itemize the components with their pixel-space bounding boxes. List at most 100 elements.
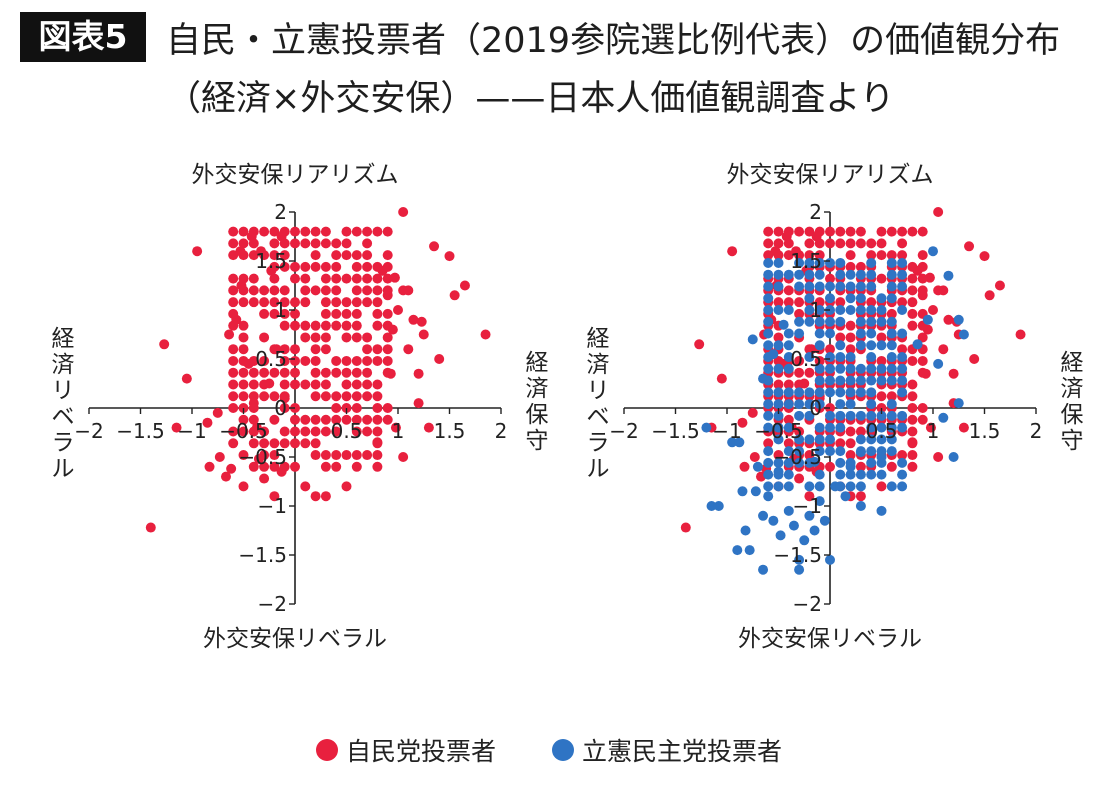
data-point-cdp — [922, 314, 933, 325]
data-point-ldp — [300, 297, 311, 308]
data-point-ldp — [382, 308, 393, 319]
charts-area: −2 −1.5 −1 −0.5 0.5 1 1.5 2−2−1.5−1−0.500.511.5… — [52, 162, 1084, 652]
data-point-cdp — [825, 446, 835, 457]
data-point-cdp — [727, 437, 738, 448]
data-point-ldp — [351, 355, 362, 366]
data-point-ldp — [279, 461, 290, 472]
data-point-ldp — [331, 297, 342, 308]
data-point-cdp — [845, 399, 856, 410]
data-point-cdp — [763, 375, 774, 386]
y-tick-label: 0.5 — [255, 347, 287, 371]
data-point-cdp — [804, 352, 815, 363]
data-point-ldp — [238, 320, 249, 331]
data-point-ldp — [783, 238, 794, 249]
data-point-cdp — [835, 457, 846, 468]
data-point-cdp — [953, 314, 964, 325]
x-tick-label: −1 — [177, 419, 206, 443]
y-tick-label: −1 — [258, 494, 287, 518]
x-tick-label: 2 — [1030, 419, 1043, 443]
data-point-ldp — [372, 285, 383, 296]
data-point-ldp — [310, 491, 321, 502]
data-point-ldp — [300, 332, 311, 343]
data-point-cdp — [825, 387, 835, 398]
legend-label-ldp: 自民党投票者 — [346, 737, 497, 766]
data-point-ldp — [398, 452, 409, 462]
data-point-cdp — [763, 399, 774, 410]
y-tick-label: 0 — [274, 396, 287, 420]
data-point-ldp — [259, 438, 270, 449]
data-point-cdp — [928, 246, 938, 257]
data-point-cdp — [763, 481, 774, 492]
data-point-ldp — [310, 250, 321, 261]
data-point-ldp — [382, 332, 393, 343]
data-point-ldp — [907, 320, 918, 331]
data-point-ldp — [835, 226, 846, 237]
data-point-ldp — [269, 238, 280, 249]
data-point-ldp — [331, 403, 342, 413]
data-point-ldp — [773, 250, 784, 261]
data-point-ldp — [259, 473, 270, 484]
data-point-ldp — [159, 339, 170, 350]
axis-label-bottom: 外交安保リベラル — [738, 626, 922, 652]
data-point-ldp — [814, 297, 825, 308]
data-point-ldp — [459, 280, 470, 291]
data-point-ldp — [362, 379, 373, 390]
data-point-ldp — [372, 308, 383, 319]
data-point-ldp — [259, 379, 270, 390]
data-point-cdp — [814, 434, 825, 445]
data-point-ldp — [310, 438, 321, 449]
data-point-ldp — [320, 238, 331, 249]
data-point-cdp — [814, 363, 825, 374]
data-point-cdp — [825, 434, 835, 445]
data-point-ldp — [907, 285, 918, 296]
data-point-ldp — [897, 238, 908, 249]
data-point-ldp — [783, 438, 794, 449]
x-tick-label: 0.5 — [331, 419, 363, 443]
data-point-cdp — [773, 399, 784, 410]
data-point-ldp — [290, 273, 300, 284]
data-point-cdp — [835, 281, 846, 292]
data-point-cdp — [783, 422, 794, 433]
data-point-ldp — [248, 367, 259, 378]
data-point-ldp — [773, 226, 784, 237]
data-point-ldp — [897, 344, 908, 355]
data-point-cdp — [794, 434, 805, 445]
data-point-ldp — [204, 461, 215, 472]
data-point-cdp — [845, 375, 856, 386]
data-point-ldp — [794, 355, 805, 366]
data-point-cdp — [773, 305, 784, 315]
data-point-ldp — [449, 290, 460, 301]
data-point-cdp — [804, 293, 815, 304]
data-point-cdp — [763, 293, 774, 304]
data-point-cdp — [773, 422, 784, 433]
data-point-ldp — [876, 391, 887, 402]
x-tick-label: −1.5 — [116, 419, 165, 443]
data-point-ldp — [351, 426, 362, 437]
data-point-cdp — [825, 422, 835, 433]
data-point-ldp — [238, 273, 249, 284]
data-point-cdp — [763, 257, 774, 268]
data-point-ldp — [794, 379, 805, 390]
data-point-cdp — [763, 422, 774, 433]
data-point-ldp — [351, 450, 362, 461]
data-point-ldp — [290, 355, 300, 366]
data-point-ldp — [238, 426, 249, 437]
data-point-ldp — [897, 450, 908, 461]
data-point-ldp — [763, 226, 774, 237]
data-point-ldp — [907, 297, 918, 308]
data-point-ldp — [372, 403, 383, 413]
data-point-ldp — [279, 379, 290, 390]
data-point-cdp — [866, 399, 877, 410]
data-point-ldp — [310, 391, 321, 402]
x-tick-label: 1 — [392, 419, 405, 443]
axis-label-right: 経済保守 — [1061, 350, 1084, 454]
data-point-ldp — [290, 344, 300, 355]
data-point-ldp — [351, 332, 362, 343]
data-point-ldp — [320, 426, 331, 437]
data-point-cdp — [825, 375, 835, 386]
data-point-cdp — [866, 375, 877, 386]
data-point-cdp — [897, 305, 908, 315]
data-point-cdp — [804, 305, 815, 315]
data-point-ldp — [259, 367, 270, 378]
legend-item-ldp: 自民党投票者 — [316, 730, 496, 770]
